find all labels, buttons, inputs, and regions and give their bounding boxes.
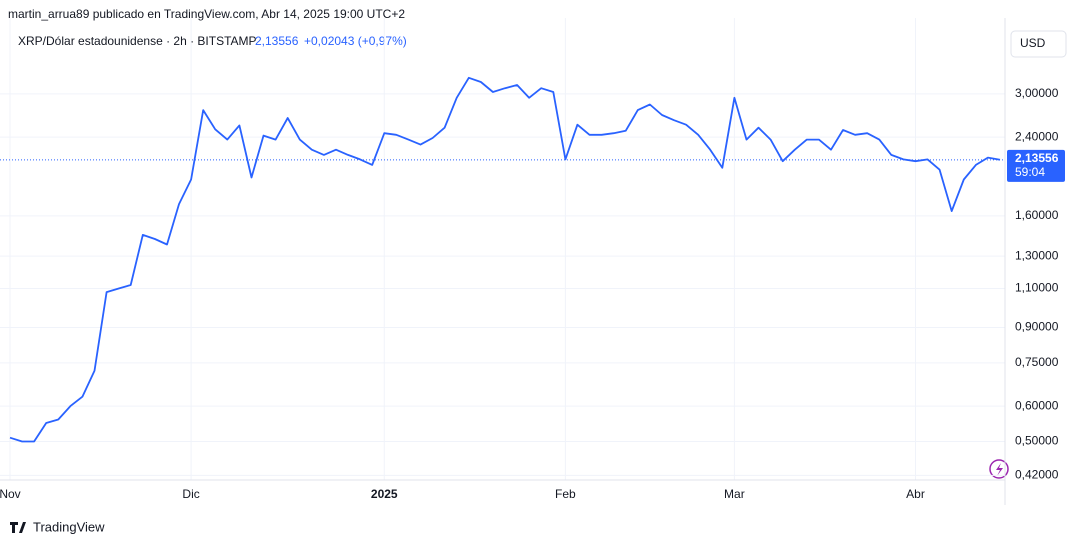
x-tick-label: Feb [555, 487, 576, 501]
x-tick-label: Mar [724, 487, 745, 501]
byline: martin_arrua89 publicado en TradingView.… [8, 7, 405, 21]
lightning-icon[interactable] [989, 459, 1009, 479]
y-tick-label: 0,42000 [1015, 467, 1059, 481]
legend-change: +0,02043 (+0,97%) [304, 34, 407, 48]
currency-box[interactable] [1010, 30, 1067, 58]
y-tick-label: 2,40000 [1015, 129, 1059, 143]
y-tick-label: 0,75000 [1015, 355, 1059, 369]
price-badge [1007, 149, 1065, 182]
y-tick-label: 0,60000 [1015, 398, 1059, 412]
legend-price: 2,13556 [255, 34, 299, 48]
y-tick-label: 0,50000 [1015, 434, 1059, 448]
price-badge-value: 2,13556 [1015, 151, 1059, 165]
x-tick-label: 2025 [371, 487, 398, 501]
y-tick-label: 1,30000 [1015, 248, 1059, 262]
y-tick-label: 1,60000 [1015, 208, 1059, 222]
series-legend: XRP/Dólar estadounidense · 2h · BITSTAMP [18, 34, 257, 48]
x-tick-label: Abr [906, 487, 925, 501]
x-tick-label: Nov [0, 487, 21, 501]
price-line [9, 76, 1001, 443]
y-tick-label: 1,10000 [1015, 281, 1059, 295]
brand-logo [10, 522, 26, 533]
y-tick-label: 0,90000 [1015, 320, 1059, 334]
price-badge-countdown: 59:04 [1015, 165, 1045, 179]
x-tick-label: Dic [182, 487, 199, 501]
y-tick-label: 3,00000 [1015, 86, 1059, 100]
plot: Nov Dic 2025 Feb Mar Abr 3,00000 2,40000 1,60000… [0, 18, 1065, 505]
brand: TradingView [33, 519, 105, 534]
currency: USD [1020, 36, 1046, 50]
